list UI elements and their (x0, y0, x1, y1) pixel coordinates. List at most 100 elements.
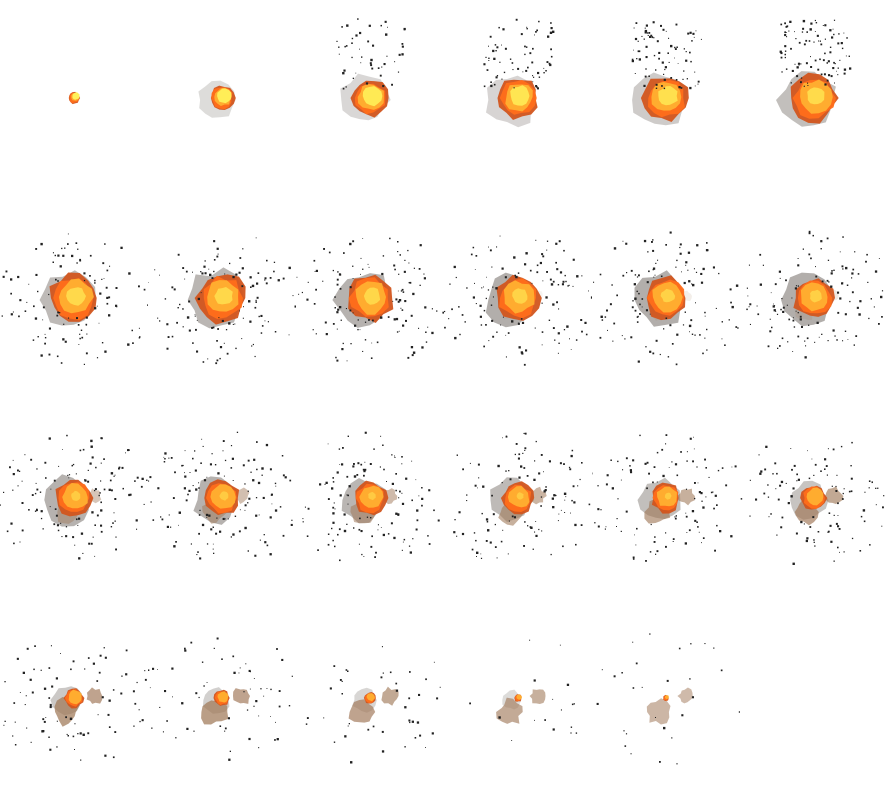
debris-particle (302, 518, 304, 520)
debris-particle (314, 271, 316, 272)
debris-particle (678, 647, 681, 650)
debris-particle (370, 545, 373, 548)
fireball-core (362, 86, 383, 107)
debris-particle (527, 525, 529, 527)
debris-particle (759, 283, 762, 286)
debris-particle (127, 343, 130, 346)
debris-particle (94, 524, 96, 526)
debris-particle (255, 237, 257, 239)
debris-group (3, 645, 147, 761)
debris-particle (541, 530, 543, 532)
debris-particle (248, 737, 251, 741)
debris-particle (410, 314, 413, 317)
debris-particle (621, 335, 623, 337)
debris-particle (600, 509, 602, 511)
debris-particle (561, 283, 564, 286)
debris-particle (756, 305, 758, 307)
explosion-frame-art (148, 637, 293, 761)
debris-particle (645, 68, 647, 70)
debris-particle (633, 49, 634, 51)
debris-particle (828, 512, 831, 514)
debris-particle (361, 56, 363, 58)
debris-particle (355, 72, 357, 74)
debris-particle (531, 282, 533, 284)
debris-particle (797, 335, 800, 338)
debris-particle (339, 494, 342, 497)
debris-particle (405, 477, 408, 480)
debris-particle (327, 498, 330, 500)
debris-particle (781, 298, 783, 300)
debris-particle (4, 681, 6, 683)
debris-particle (264, 541, 267, 544)
debris-particle (42, 528, 44, 530)
debris-particle (200, 462, 202, 464)
debris-particle (652, 352, 655, 355)
debris-particle (681, 271, 682, 273)
debris-particle (118, 466, 121, 469)
debris-particle (196, 319, 198, 321)
debris-particle (864, 491, 866, 493)
debris-particle (403, 538, 406, 541)
debris-particle (520, 318, 523, 320)
debris-particle (674, 517, 677, 520)
debris-particle (613, 675, 616, 678)
debris-particle (763, 492, 766, 495)
debris-particle (143, 503, 145, 505)
debris-particle (526, 28, 528, 30)
debris-particle (767, 484, 769, 486)
debris-particle (671, 461, 673, 463)
debris-particle (725, 484, 728, 487)
debris-particle (770, 292, 772, 294)
debris-particle (258, 514, 260, 516)
debris-particle (224, 459, 227, 462)
debris-particle (634, 274, 637, 276)
debris-particle (57, 311, 60, 314)
debris-particle (362, 350, 364, 352)
debris-particle (192, 271, 193, 273)
debris-particle (10, 292, 12, 295)
debris-particle (275, 721, 276, 723)
debris-particle (324, 483, 326, 485)
debris-particle (791, 69, 794, 72)
debris-particle (221, 658, 223, 660)
debris-particle (807, 85, 809, 86)
debris-particle (779, 345, 781, 347)
debris-particle (109, 265, 111, 267)
debris-group (469, 639, 578, 741)
debris-particle (203, 479, 207, 482)
debris-particle (269, 277, 272, 279)
debris-particle (235, 273, 238, 276)
debris-particle (344, 735, 347, 738)
debris-particle (505, 470, 507, 472)
debris-particle (33, 305, 35, 308)
debris-particle (41, 730, 44, 733)
debris-particle (254, 306, 257, 309)
debris-particle (827, 259, 830, 261)
debris-particle (203, 265, 206, 268)
debris-particle (800, 77, 803, 79)
debris-particle (241, 285, 244, 288)
dust-cloud (496, 697, 523, 724)
debris-particle (691, 333, 694, 335)
debris-particle (817, 68, 820, 71)
debris-particle (875, 504, 877, 506)
debris-particle (242, 248, 244, 250)
debris-particle (362, 238, 364, 239)
debris-particle (60, 653, 61, 654)
debris-particle (690, 643, 692, 645)
debris-particle (843, 488, 845, 490)
debris-particle (564, 274, 566, 277)
debris-particle (666, 679, 669, 682)
debris-particle (111, 489, 113, 492)
debris-particle (12, 735, 14, 737)
debris-particle (31, 494, 34, 496)
debris-particle (198, 482, 200, 484)
debris-particle (746, 287, 748, 289)
debris-particle (3, 491, 5, 493)
debris-particle (546, 61, 549, 63)
debris-particle (77, 248, 79, 250)
debris-particle (740, 498, 743, 500)
debris-particle (276, 738, 279, 741)
debris-particle (490, 84, 493, 88)
explosion-frame (148, 200, 296, 400)
